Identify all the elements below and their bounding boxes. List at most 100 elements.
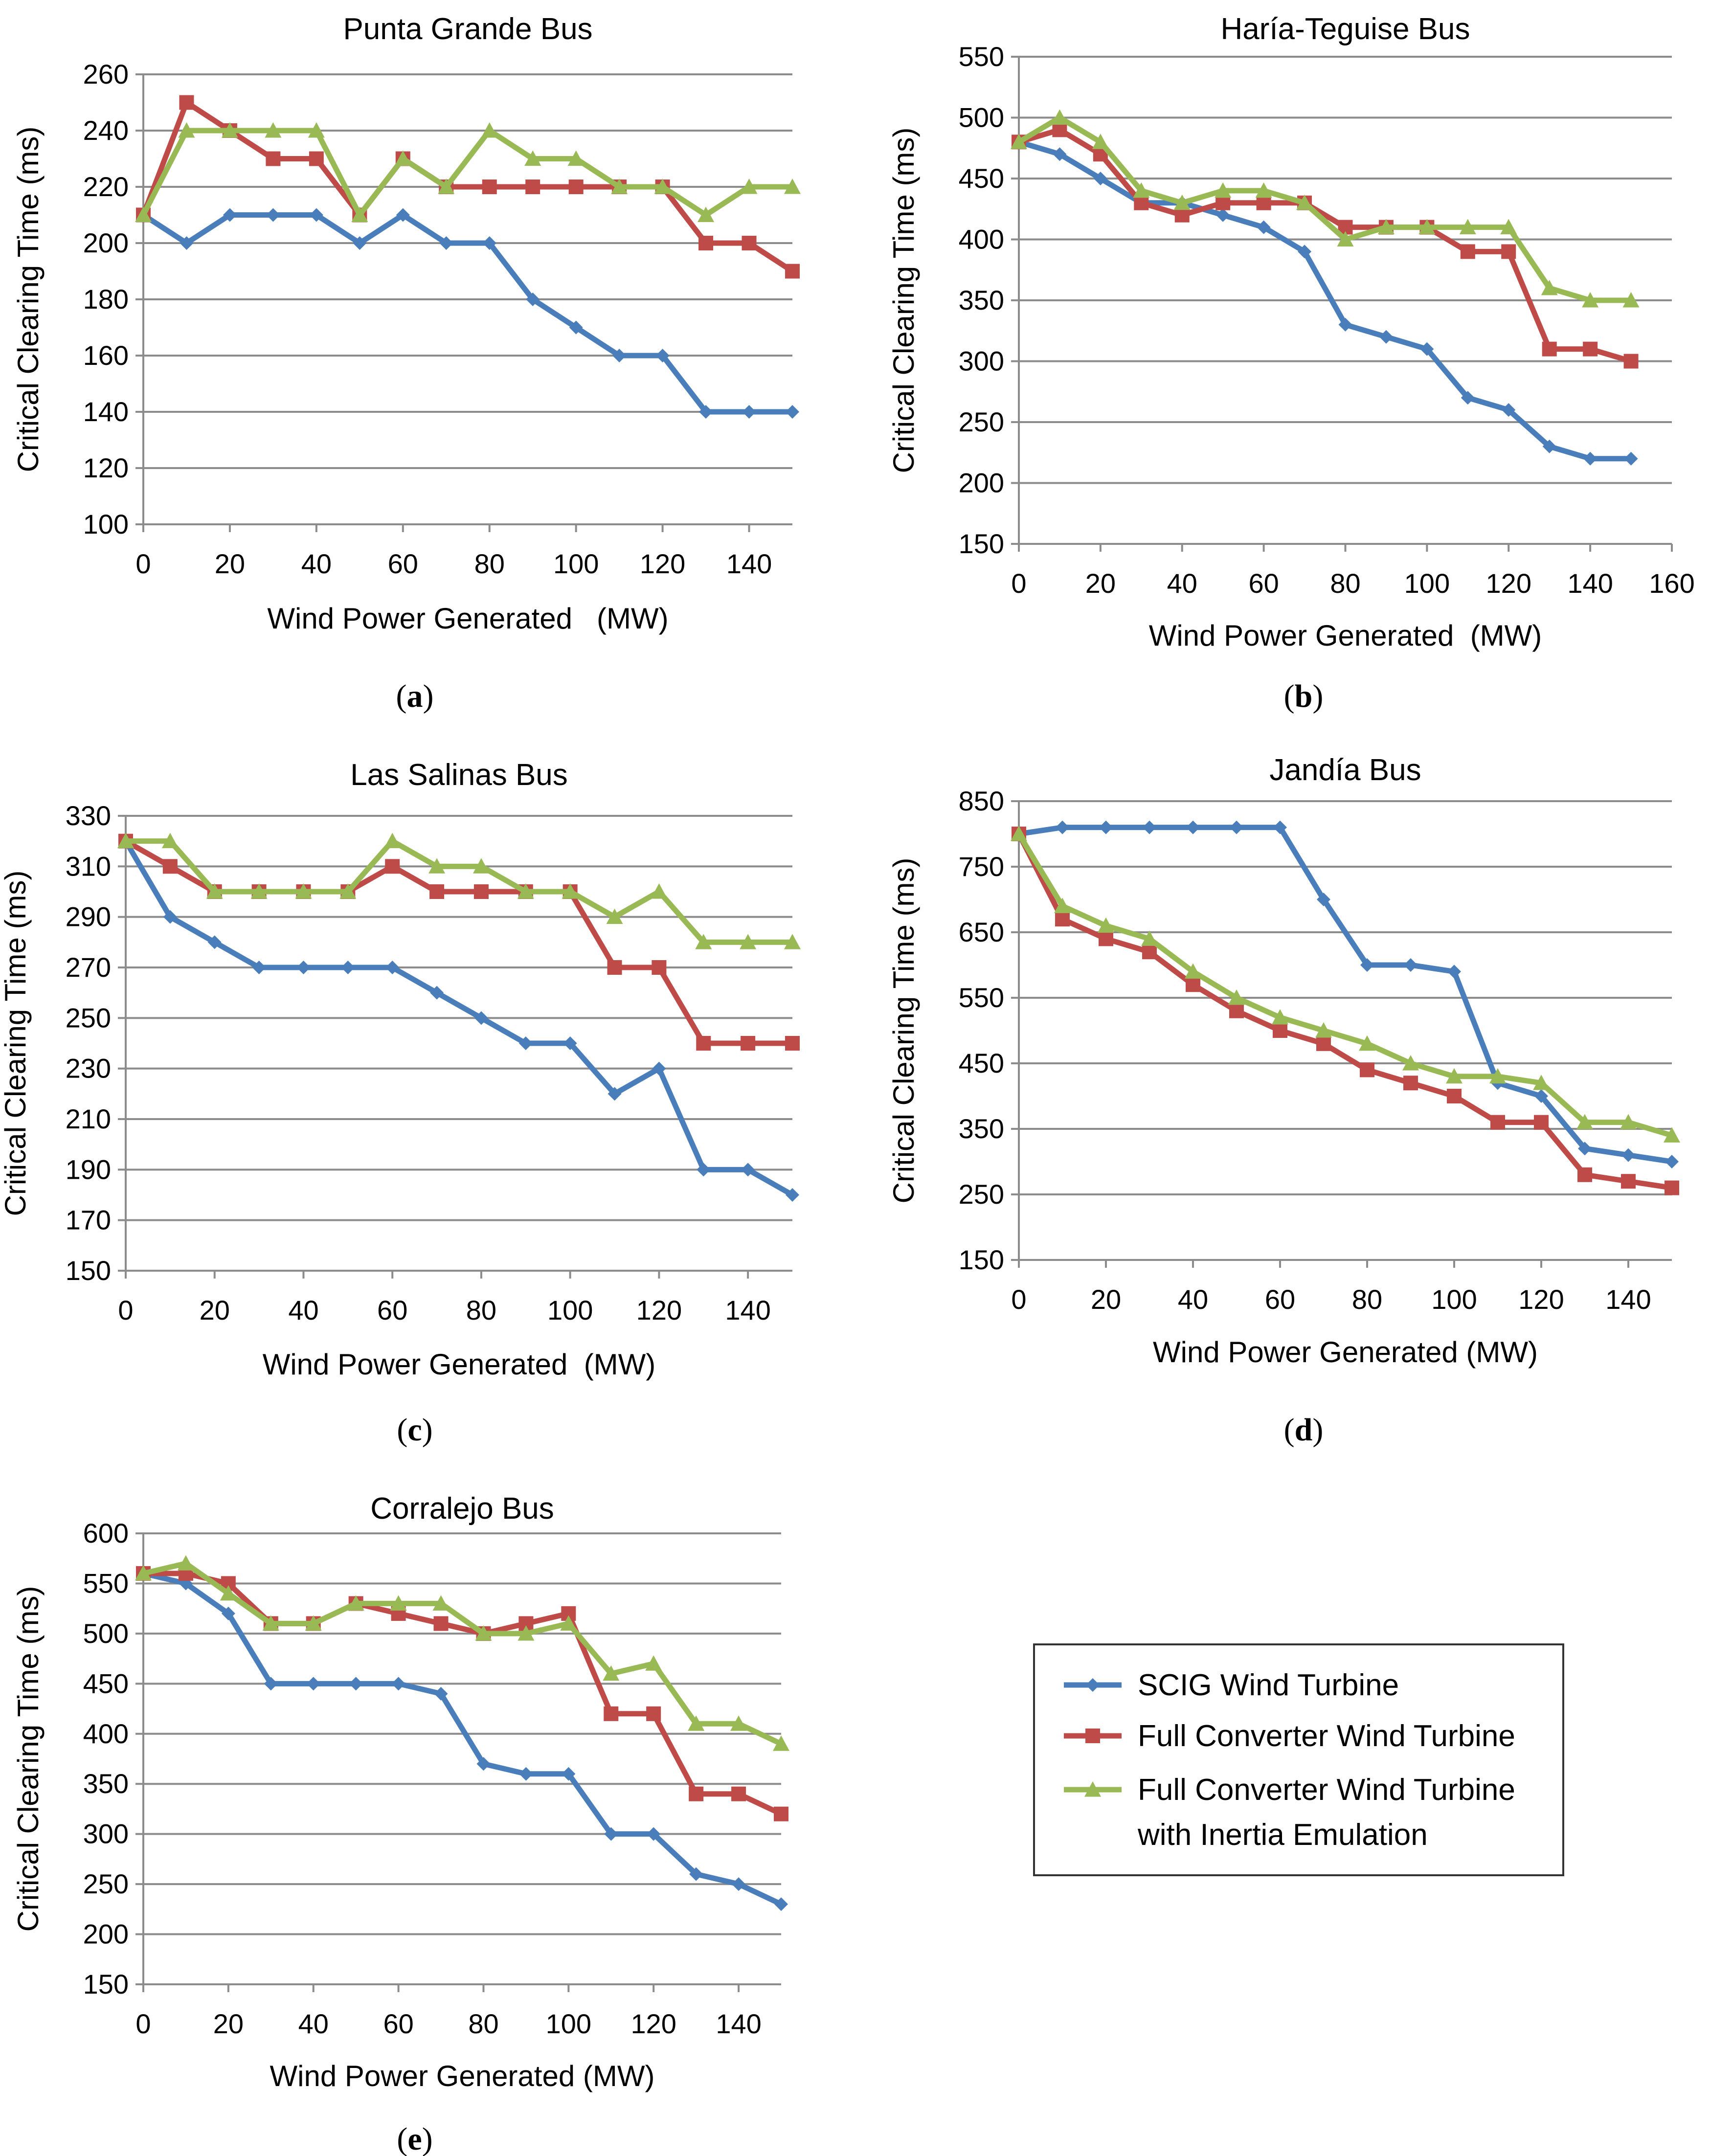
data-point-scig [1056, 820, 1069, 834]
data-point-full [266, 151, 281, 166]
data-point-inertia [1272, 1009, 1288, 1025]
x-tick-label: 20 [215, 548, 245, 579]
chart-title: Jandía Bus [1269, 753, 1421, 787]
data-point-scig [563, 1036, 577, 1050]
data-point-inertia [1541, 280, 1558, 295]
series-inertia [135, 1555, 789, 1751]
y-tick-label: 300 [83, 1819, 129, 1849]
chart-title: Corralejo Bus [370, 1492, 554, 1526]
series-line-full [1016, 831, 1675, 1191]
data-point-full [1174, 207, 1190, 223]
data-point-scig [353, 236, 367, 250]
data-point-inertia [1185, 963, 1201, 979]
data-point-inertia [262, 1615, 279, 1631]
data-point-full [742, 236, 757, 250]
data-point-full [1583, 341, 1598, 357]
legend-marker-scig [1086, 1678, 1100, 1692]
x-tick-label: 0 [1011, 1284, 1026, 1315]
caption-letter: a [407, 678, 423, 714]
data-point-inertia [1051, 109, 1068, 125]
data-point-scig [1583, 451, 1598, 466]
data-point-scig [697, 1163, 711, 1177]
y-tick-label: 600 [83, 1518, 129, 1549]
x-tick-label: 20 [200, 1295, 230, 1325]
data-point-scig [774, 1897, 788, 1911]
y-tick-label: 350 [959, 285, 1004, 315]
series-scig [119, 834, 799, 1202]
series-line-scig [1016, 139, 1634, 462]
data-point-inertia [773, 1735, 789, 1751]
data-point-inertia [295, 883, 312, 899]
data-point-full [785, 1036, 800, 1051]
data-point-inertia [1377, 219, 1395, 235]
data-point-scig [1053, 147, 1067, 161]
caption-letter: b [1295, 678, 1313, 714]
data-point-full [652, 960, 667, 975]
data-point-scig [391, 1677, 405, 1691]
data-point-full [785, 264, 800, 279]
data-point-full [1621, 1174, 1636, 1189]
data-point-scig [569, 320, 583, 335]
x-axis-label: Wind Power Generated (MW) [263, 1348, 656, 1381]
data-point-scig [1273, 820, 1287, 834]
data-point-inertia [1133, 182, 1150, 198]
x-tick-label: 120 [636, 1295, 682, 1325]
y-tick-label: 170 [66, 1205, 111, 1235]
data-point-inertia [1315, 1022, 1332, 1038]
y-tick-label: 230 [66, 1053, 111, 1084]
data-point-full [646, 1706, 661, 1721]
data-point-inertia [741, 179, 758, 194]
y-tick-label: 550 [83, 1568, 129, 1598]
data-point-scig [430, 986, 444, 1000]
data-point-scig [1624, 451, 1638, 466]
data-point-inertia [308, 122, 325, 138]
data-point-full [741, 1036, 756, 1051]
data-point-full [689, 1786, 704, 1801]
data-point-full [309, 151, 324, 166]
data-point-scig [1404, 958, 1418, 972]
data-point-inertia [1228, 989, 1245, 1005]
data-point-scig [1447, 965, 1461, 979]
data-point-scig [741, 1163, 755, 1177]
data-point-inertia [730, 1715, 747, 1731]
y-tick-label: 250 [959, 1179, 1004, 1210]
data-point-scig [1379, 330, 1393, 344]
data-point-scig [439, 236, 453, 250]
x-tick-label: 120 [640, 548, 685, 579]
chart-title: Punta Grande Bus [343, 12, 592, 46]
y-tick-label: 290 [66, 901, 111, 932]
x-tick-label: 140 [1605, 1284, 1651, 1315]
data-point-inertia [178, 122, 195, 138]
series-line-inertia [1016, 831, 1675, 1138]
x-tick-label: 20 [1091, 1284, 1121, 1315]
data-point-full [473, 884, 489, 899]
data-point-full [482, 180, 497, 194]
data-point-inertia [654, 179, 671, 194]
data-point-inertia [1011, 134, 1027, 149]
data-point-scig [526, 292, 540, 306]
y-axis-label: Critical Clearing Time (ms) [12, 1586, 45, 1932]
y-tick-label: 190 [66, 1154, 111, 1185]
data-point-inertia [562, 883, 579, 899]
data-point-inertia [305, 1615, 322, 1631]
data-point-inertia [784, 934, 801, 949]
x-tick-label: 100 [547, 1295, 593, 1325]
data-point-inertia [611, 179, 628, 194]
x-tick-label: 140 [726, 548, 772, 579]
x-tick-label: 40 [288, 1295, 318, 1325]
x-axis-label: Wind Power Generated (MW) [270, 2060, 655, 2092]
data-point-full [433, 1616, 449, 1631]
x-tick-label: 40 [1167, 568, 1197, 599]
data-point-scig [608, 1087, 622, 1101]
data-point-inertia [1337, 231, 1354, 247]
y-tick-label: 400 [959, 224, 1004, 255]
y-tick-label: 150 [83, 1969, 129, 1999]
y-tick-label: 240 [83, 115, 129, 146]
y-tick-label: 330 [66, 800, 111, 831]
x-tick-label: 60 [1248, 568, 1279, 599]
data-point-scig [349, 1677, 363, 1691]
data-point-scig [1502, 403, 1516, 417]
y-tick-label: 400 [83, 1718, 129, 1749]
data-point-scig [689, 1867, 703, 1881]
data-point-inertia [135, 1565, 152, 1581]
